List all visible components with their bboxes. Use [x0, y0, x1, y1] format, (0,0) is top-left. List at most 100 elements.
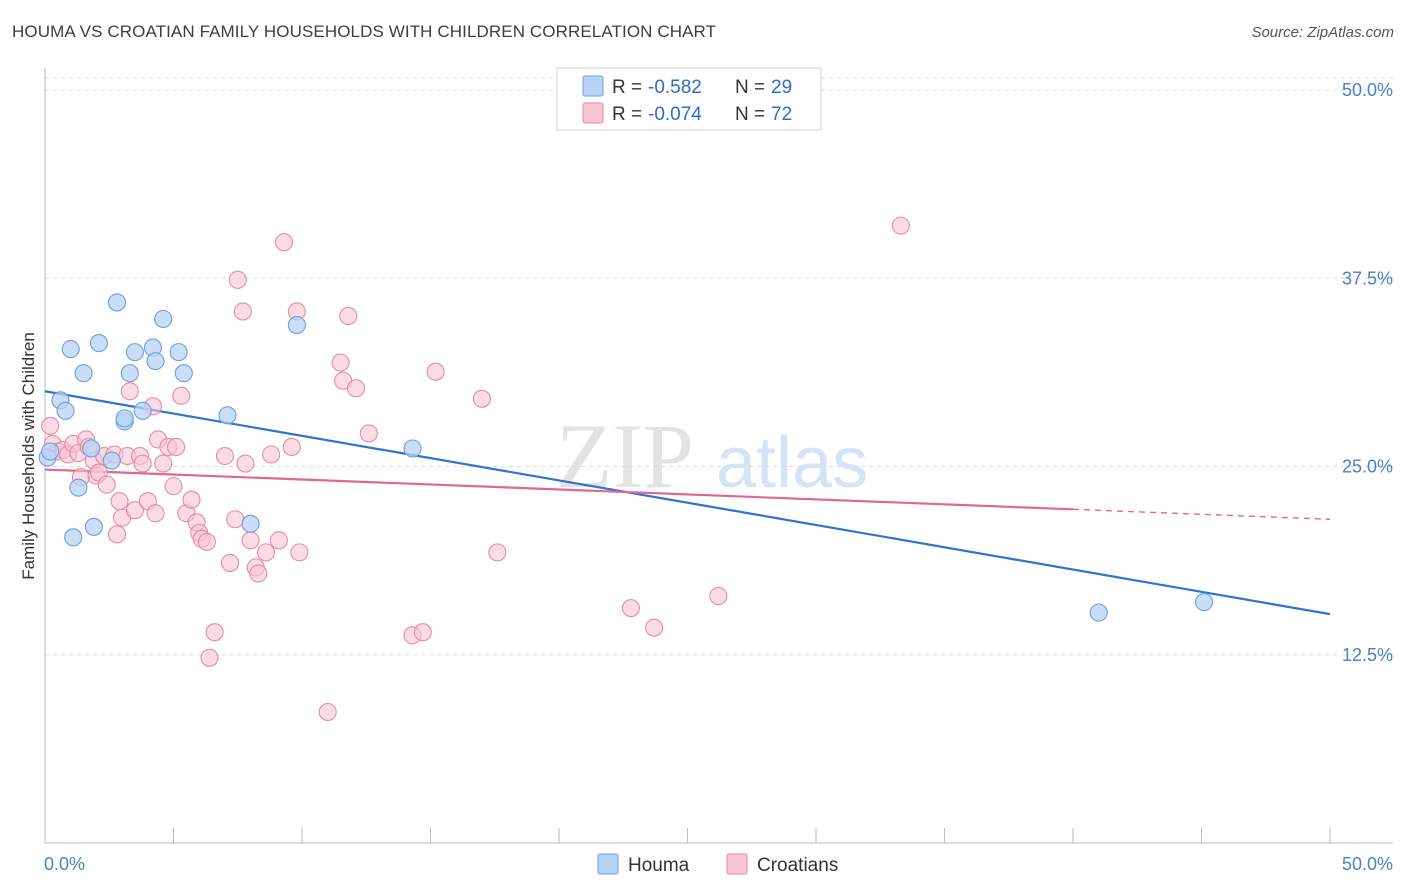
houma-point-6	[69, 478, 88, 497]
legend-croatian-n-label: N =	[735, 104, 765, 125]
houma-point-11	[102, 451, 121, 470]
croatian-point-28	[154, 454, 173, 473]
croatian-point-23	[133, 454, 152, 473]
croatian-point-41	[215, 446, 234, 466]
houma-point-12	[107, 293, 127, 312]
houma-point-17	[133, 401, 152, 420]
houma-point-25	[287, 315, 306, 335]
houma-point-28	[1195, 593, 1214, 612]
croatian-point-43	[226, 510, 245, 529]
croatian-point-26	[146, 504, 165, 523]
houma-point-22	[174, 364, 193, 383]
croatian-point-0	[41, 416, 60, 435]
croatian-trend-line	[44, 468, 1074, 511]
croatian-point-57	[318, 702, 337, 722]
croatian-point-21	[125, 501, 144, 520]
legend-croatian-r-label: R =	[612, 104, 642, 125]
houma-point-23	[218, 406, 237, 425]
croatian-point-58	[331, 353, 350, 372]
bottom-legend-houma-swatch	[597, 853, 619, 875]
legend-croatian-r-value: -0.074	[648, 104, 702, 125]
croatian-point-47	[241, 531, 260, 550]
croatian-point-51	[262, 445, 281, 464]
croatian-point-17	[110, 492, 129, 511]
houma-point-4	[61, 340, 80, 359]
x-tick-label-left: 0.0%	[44, 854, 85, 874]
series-legend: Houma Croatians	[597, 853, 838, 876]
croatian-point-14	[97, 475, 116, 494]
croatian-point-30	[164, 477, 183, 496]
houma-point-27	[1089, 603, 1108, 622]
houma-point-14	[115, 409, 134, 428]
croatian-point-66	[472, 389, 491, 408]
y-tick-label-1: 25.0%	[1342, 457, 1393, 477]
houma-point-5	[64, 528, 83, 547]
houma-point-24	[241, 514, 260, 533]
legend-houma-r-value: -0.582	[648, 77, 702, 98]
legend-croatian-n-value: 72	[771, 104, 792, 125]
houma-point-10	[89, 334, 109, 353]
houma-point-26	[403, 439, 422, 458]
croatian-point-56	[290, 543, 309, 562]
y-tick-label-0: 12.5%	[1342, 645, 1393, 665]
y-tick-label-3: 50.0%	[1342, 80, 1393, 100]
legend-houma-swatch	[582, 75, 604, 97]
croatian-point-38	[197, 532, 216, 551]
croatian-trend-line-dashed	[1072, 508, 1331, 520]
x-tick-label-right: 50.0%	[1342, 854, 1393, 874]
trend-lines	[44, 390, 1331, 616]
houma-trend-line	[44, 390, 1331, 616]
houma-points	[38, 293, 1214, 622]
legend-croatian-swatch	[582, 102, 604, 124]
houma-point-19	[146, 352, 165, 371]
croatian-point-67	[488, 543, 507, 562]
y-tick-labels: 12.5% 25.0% 37.5% 50.0%	[1342, 80, 1393, 665]
croatian-point-40	[205, 623, 224, 642]
croatian-point-45	[233, 302, 252, 321]
croatian-point-53	[274, 233, 294, 252]
croatian-point-16	[107, 525, 127, 544]
croatian-point-34	[182, 490, 201, 509]
croatian-point-49	[249, 564, 268, 583]
houma-point-3	[56, 401, 75, 420]
croatian-point-65	[426, 362, 445, 381]
croatian-point-50	[256, 543, 276, 562]
croatian-point-71	[891, 216, 910, 235]
houma-point-16	[125, 343, 144, 362]
houma-point-7	[74, 364, 93, 383]
watermark-atlas: atlas	[716, 423, 868, 503]
croatian-point-39	[200, 648, 219, 667]
houma-point-9	[84, 517, 103, 536]
source-label: Source: ZipAtlas.com	[1251, 24, 1394, 41]
croatian-point-61	[346, 379, 366, 398]
correlation-legend: R = -0.582 N = 29 R = -0.074 N = 72	[556, 67, 822, 131]
croatian-point-62	[359, 424, 378, 443]
croatian-point-44	[228, 270, 247, 289]
houma-point-1	[41, 442, 60, 461]
bottom-legend-croatian-swatch	[726, 853, 748, 875]
bottom-legend-croatian-label: Croatians	[757, 855, 838, 876]
houma-point-15	[120, 364, 139, 383]
chart-title: HOUMA VS CROATIAN FAMILY HOUSEHOLDS WITH…	[12, 22, 717, 41]
y-axis-label: Family Households with Children	[19, 332, 38, 580]
croatian-point-52	[269, 531, 288, 550]
croatian-point-64	[413, 623, 432, 642]
croatian-point-60	[339, 306, 358, 326]
houma-point-8	[82, 439, 101, 458]
croatian-point-54	[282, 437, 301, 457]
croatian-point-42	[220, 553, 240, 572]
croatian-point-20	[120, 382, 139, 401]
houma-point-21	[169, 343, 188, 362]
y-tick-label-2: 37.5%	[1342, 268, 1393, 288]
croatian-point-32	[172, 386, 191, 405]
croatian-point-70	[709, 587, 728, 606]
legend-houma-r-label: R =	[612, 77, 642, 98]
croatian-point-68	[621, 599, 641, 618]
croatian-point-31	[167, 437, 186, 457]
legend-houma-n-label: N =	[735, 77, 765, 98]
houma-point-20	[154, 309, 173, 329]
legend-houma-n-value: 29	[771, 77, 792, 98]
bottom-legend-houma-label: Houma	[628, 855, 690, 876]
croatian-point-46	[236, 454, 255, 473]
